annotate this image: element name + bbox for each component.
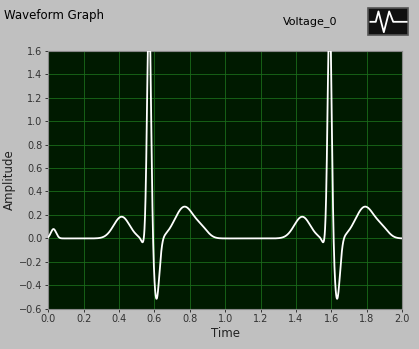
Y-axis label: Amplitude: Amplitude: [3, 149, 16, 210]
Text: Waveform Graph: Waveform Graph: [4, 9, 104, 22]
Text: Voltage_0: Voltage_0: [283, 16, 338, 27]
FancyBboxPatch shape: [368, 8, 408, 35]
X-axis label: Time: Time: [211, 327, 240, 340]
